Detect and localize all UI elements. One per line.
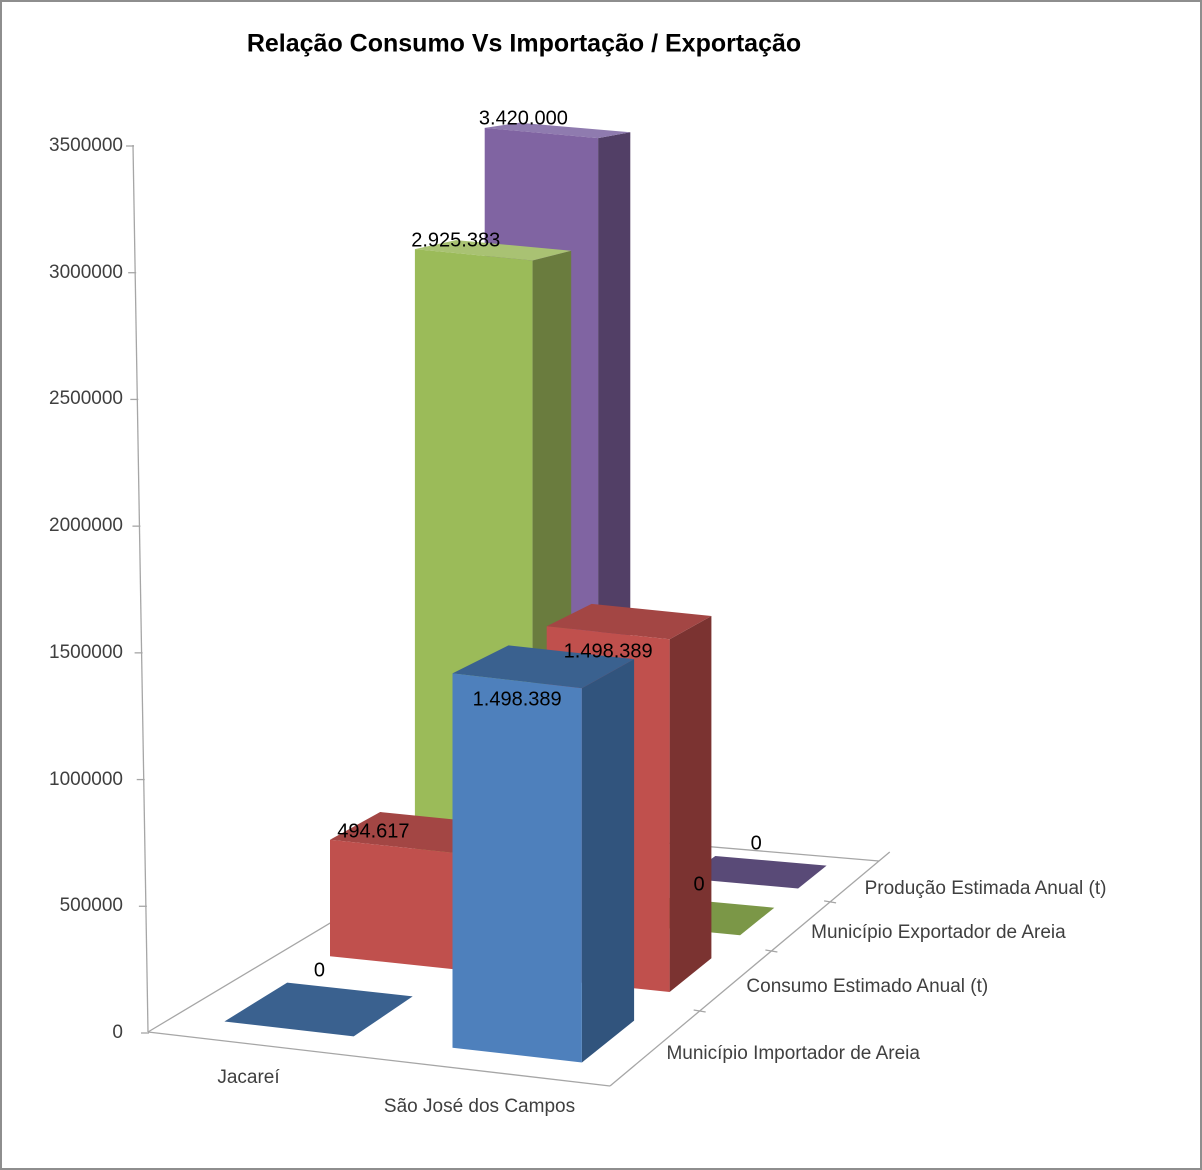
bar-0-series-3-top [484,122,631,139]
bar-1-series-0-front [452,673,582,1063]
bar-0-series-0-flat [224,982,413,1037]
bar-1-series-1-top [546,603,712,640]
bar-0-series-1-front [330,839,453,970]
data-label: 494.617 [337,820,410,843]
data-label: 1.498.389 [563,640,653,663]
data-label: 2.925.383 [411,229,501,252]
value-axis-line [132,144,149,1033]
series-axis-label: Produção Estimada Anual (t) [864,877,1107,899]
series-axis-label: Município Exportador de Areia [811,922,1066,944]
value-axis-label: 2500000 [49,388,123,410]
value-axis-label: 0 [112,1022,123,1043]
bar-1-series-1-side [669,616,712,992]
series-axis-label: Município Importador de Areia [666,1043,920,1065]
chart-title: Relação Consumo Vs Importação / Exportaç… [246,29,802,58]
value-axis-label: 1500000 [49,641,123,663]
bar-0-series-2-top [414,240,572,261]
series-axis-tick [823,900,837,904]
bar-1-series-3-flat [684,856,827,889]
value-axis-label: 1000000 [49,768,123,790]
category-label: Jacareí [217,1066,280,1088]
category-label: São José dos Campos [383,1095,576,1117]
bar-1-series-0-side [581,659,635,1063]
series-axis-label: Consumo Estimado Anual (t) [746,976,989,998]
data-label: 0 [313,959,326,982]
value-axis-label: 3000000 [49,261,123,283]
data-label: 0 [750,832,762,855]
bar-1-series-0-top [452,645,635,689]
data-label: 3.420.000 [478,107,568,130]
series-axis-tick [693,1009,706,1013]
floor-front-edge [147,1031,611,1087]
data-label: 1.498.389 [472,688,562,711]
data-label: 0 [693,873,705,896]
value-axis-label: 3500000 [49,135,123,156]
series-axis-tick [765,949,778,953]
series-axis-line [609,851,891,1087]
value-axis-label: 500000 [59,895,123,917]
value-axis-label: 2000000 [49,515,123,537]
